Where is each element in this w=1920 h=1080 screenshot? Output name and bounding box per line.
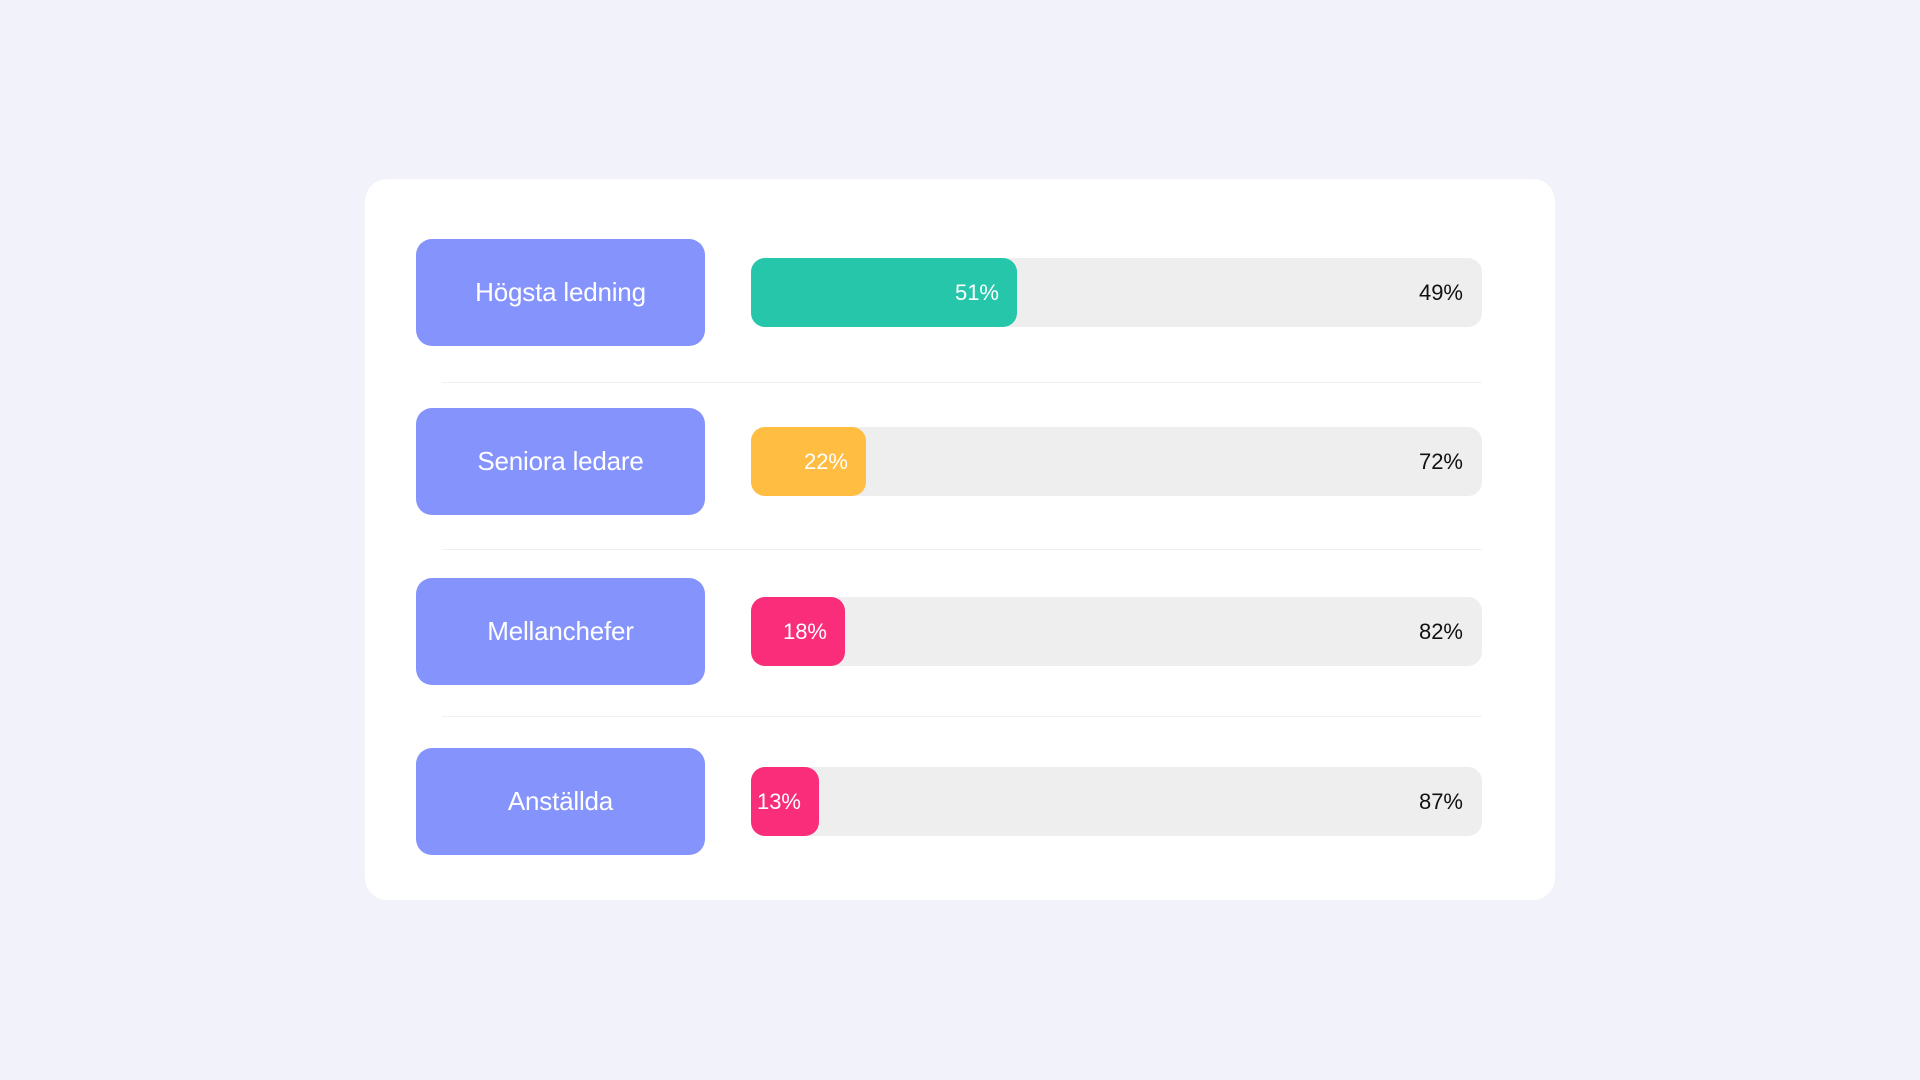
- remainder-value: 49%: [1418, 279, 1463, 305]
- bar-fill: 22%: [751, 427, 866, 496]
- bar-track: 13% 87%: [751, 767, 1482, 836]
- bar-row: Mellanchefer 18% 82%: [365, 578, 1555, 685]
- category-label: Högsta ledning: [416, 239, 705, 346]
- bar-fill: 51%: [751, 258, 1017, 327]
- bar-track: 51% 49%: [751, 258, 1482, 327]
- category-label: Mellanchefer: [416, 578, 705, 685]
- remainder-value: 82%: [1418, 618, 1463, 644]
- row-divider: [442, 382, 1482, 383]
- bar-track: 22% 72%: [751, 427, 1482, 496]
- category-label: Anställda: [416, 748, 705, 855]
- row-divider: [442, 549, 1482, 550]
- row-divider: [442, 716, 1482, 717]
- category-label: Seniora ledare: [416, 408, 705, 515]
- remainder-value: 87%: [1418, 788, 1463, 814]
- bar-row: Seniora ledare 22% 72%: [365, 408, 1555, 515]
- remainder-value: 72%: [1418, 448, 1463, 474]
- chart-card: Högsta ledning 51% 49% Seniora ledare 22…: [365, 179, 1555, 900]
- bar-track: 18% 82%: [751, 597, 1482, 666]
- bar-row: Högsta ledning 51% 49%: [365, 239, 1555, 346]
- bar-row: Anställda 13% 87%: [365, 748, 1555, 855]
- bar-fill: 18%: [751, 597, 845, 666]
- bar-fill: 13%: [751, 767, 819, 836]
